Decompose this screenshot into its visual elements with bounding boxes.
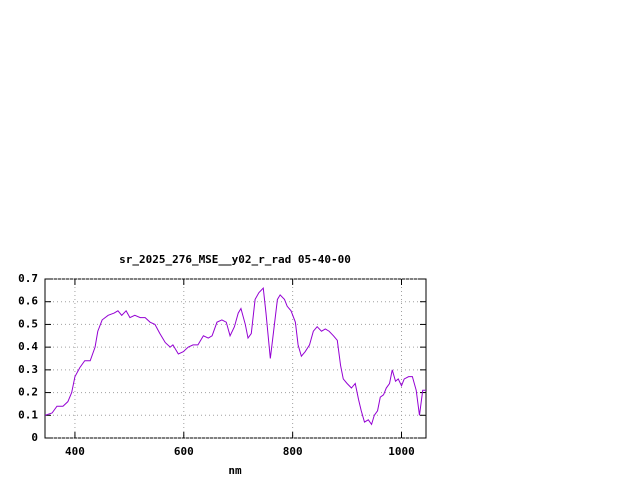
chart-title: sr_2025_276_MSE__y02_r_rad 05-40-00 (119, 253, 351, 266)
x-tick-label: 400 (65, 445, 85, 458)
x-tick-label: 800 (283, 445, 303, 458)
y-tick-label: 0.1 (18, 408, 38, 421)
data-line (44, 286, 426, 426)
y-tick-label: 0.5 (18, 317, 38, 330)
y-tick-label: 0.7 (18, 272, 38, 285)
y-tick-label: 0.6 (18, 295, 38, 308)
y-tick-label: 0.2 (18, 386, 38, 399)
y-tick-label: 0 (31, 431, 38, 444)
x-tick-label: 600 (174, 445, 194, 458)
x-axis-label: nm (228, 464, 242, 477)
plot-frame (44, 278, 427, 439)
y-tick-label: 0.4 (18, 340, 38, 353)
x-tick-label: 1000 (388, 445, 415, 458)
y-tick-label: 0.3 (18, 363, 38, 376)
